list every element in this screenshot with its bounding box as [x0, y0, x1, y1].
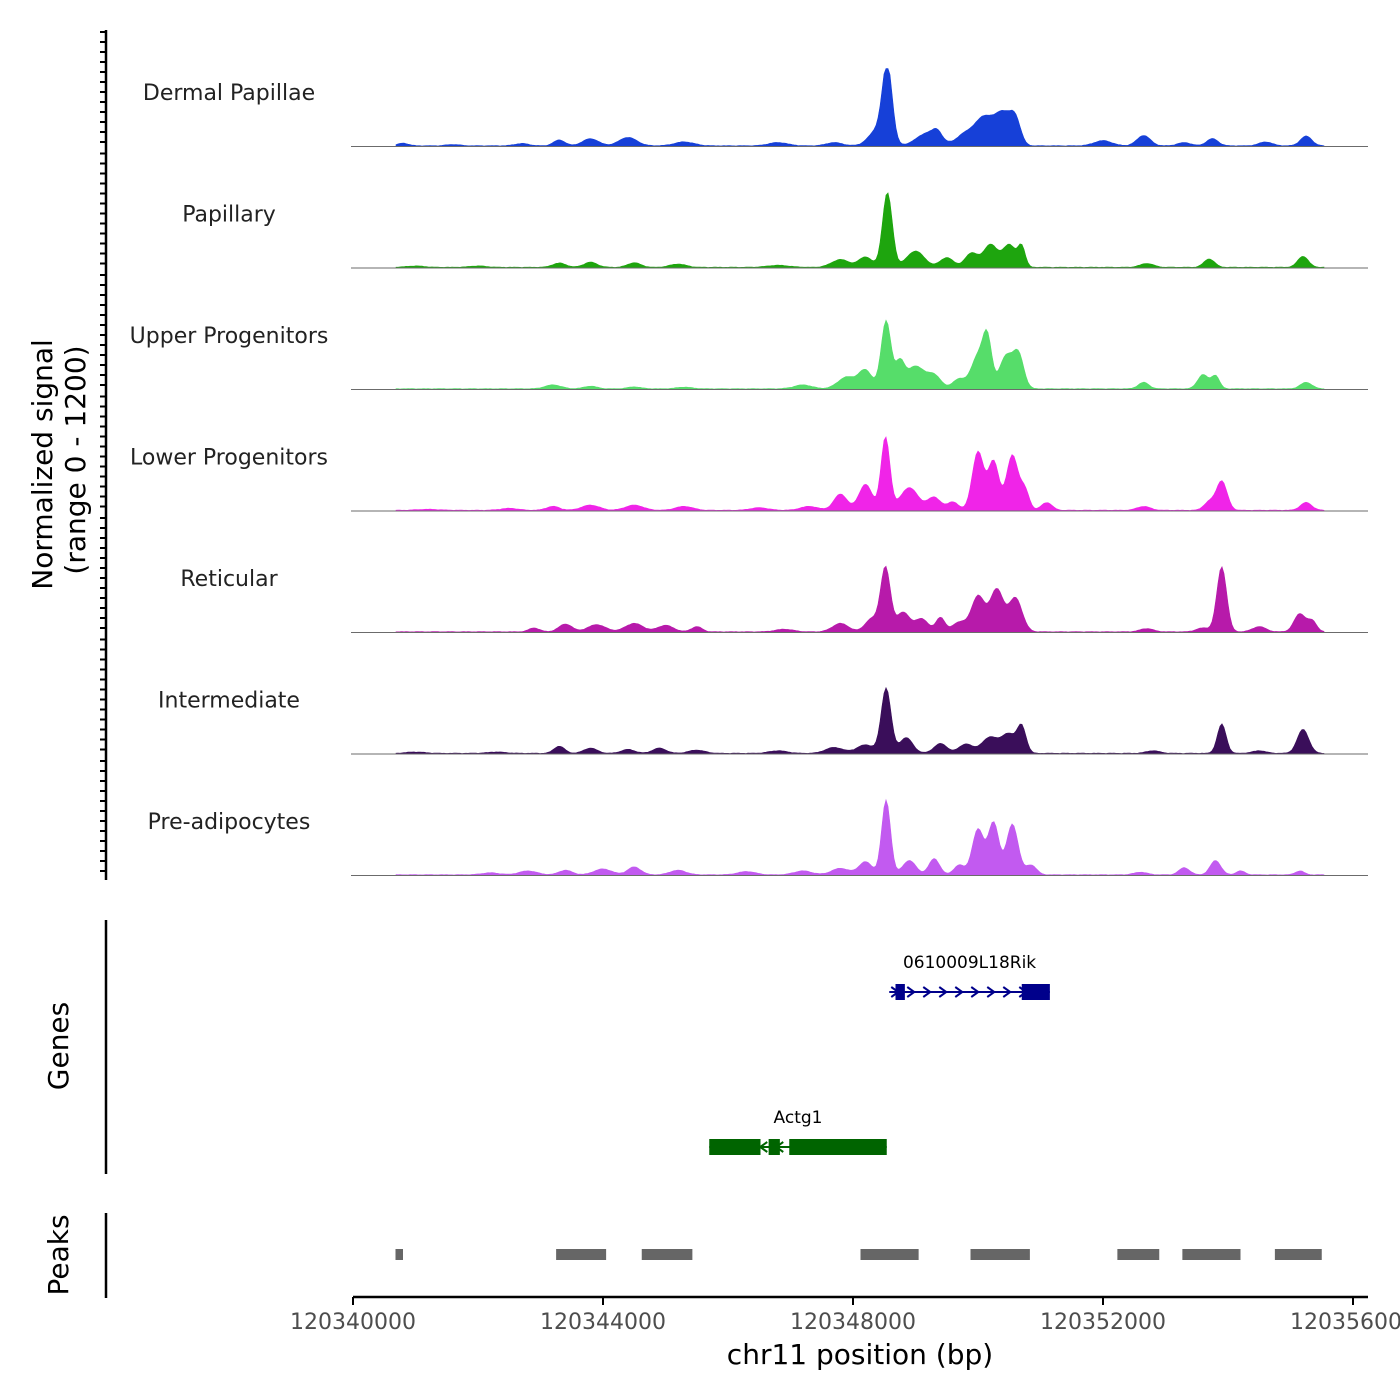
coverage-tracks: Dermal Papillae Papillary Upper Progenitor…: [130, 68, 1368, 876]
gene-exon: [768, 1139, 780, 1155]
coverage-area: [395, 565, 1325, 633]
x-tick-label: 120348000: [790, 1310, 916, 1335]
coverage-track: Intermediate: [158, 686, 1368, 755]
gene-exon: [789, 1139, 887, 1155]
gene-exon: [709, 1139, 761, 1155]
strand-arrow-icon: [1002, 986, 1012, 998]
x-axis-title: chr11 position (bp): [727, 1338, 993, 1371]
track-label: Reticular: [180, 567, 278, 592]
coverage-track: Papillary: [182, 192, 1368, 269]
gene-annotation-track: 0610009L18Rik Actg1: [709, 953, 1050, 1155]
coverage-track: Dermal Papillae: [143, 68, 1368, 147]
peak-region: [1274, 1249, 1322, 1260]
strand-arrow-icon: [938, 986, 948, 998]
coverage-area: [395, 686, 1325, 755]
gene-label: Actg1: [774, 1108, 823, 1128]
strand-arrow-icon: [922, 986, 932, 998]
peak-region: [556, 1249, 607, 1260]
coverage-track: Upper Progenitors: [130, 319, 1368, 390]
track-label: Intermediate: [158, 689, 300, 714]
coverage-track: Reticular: [180, 565, 1368, 633]
track-label: Upper Progenitors: [130, 324, 329, 349]
y-axis-title: Normalized signal (range 0 - 1200): [26, 330, 92, 589]
gene-exon: [1021, 984, 1050, 1000]
gene-exon: [895, 984, 905, 1000]
strand-arrow-icon: [970, 986, 980, 998]
peaks-panel-title: Peaks: [42, 1214, 75, 1295]
coverage-area: [395, 798, 1325, 876]
coverage-y-axis: [100, 30, 108, 880]
track-label: Dermal Papillae: [143, 81, 315, 106]
peak-track: [395, 1249, 1322, 1260]
y-axis-title-line-2: (range 0 - 1200): [59, 345, 92, 574]
coverage-area: [395, 68, 1325, 147]
gene: Actg1: [709, 1108, 887, 1155]
x-tick-label: 120344000: [540, 1310, 666, 1335]
strand-arrow-icon: [954, 986, 964, 998]
peak-region: [641, 1249, 693, 1260]
gene: 0610009L18Rik: [889, 953, 1050, 1000]
peak-region: [1117, 1249, 1160, 1260]
coverage-area: [395, 319, 1325, 390]
strand-arrow-icon: [986, 986, 996, 998]
peak-region: [860, 1249, 919, 1260]
track-label: Pre-adipocytes: [148, 810, 311, 835]
gene-label: 0610009L18Rik: [903, 953, 1036, 973]
coverage-track: Lower Progenitors: [130, 436, 1368, 512]
y-axis-title-line-1: Normalized signal: [26, 339, 59, 590]
x-tick-label: 120356000: [1290, 1310, 1400, 1335]
coverage-area: [395, 436, 1325, 512]
coverage-track: Pre-adipocytes: [148, 798, 1368, 876]
genes-panel-title: Genes: [42, 1002, 75, 1090]
x-tick-label: 120340000: [290, 1310, 416, 1335]
strand-arrow-icon: [906, 986, 916, 998]
x-axis: 120340000 120344000 120348000 120352000 1203…: [290, 1295, 1400, 1335]
peak-region: [395, 1249, 403, 1260]
peak-region: [970, 1249, 1030, 1260]
track-label: Lower Progenitors: [130, 446, 328, 471]
track-label: Papillary: [182, 203, 276, 228]
x-tick-label: 120352000: [1040, 1310, 1166, 1335]
peak-region: [1182, 1249, 1241, 1260]
coverage-area: [395, 192, 1325, 269]
